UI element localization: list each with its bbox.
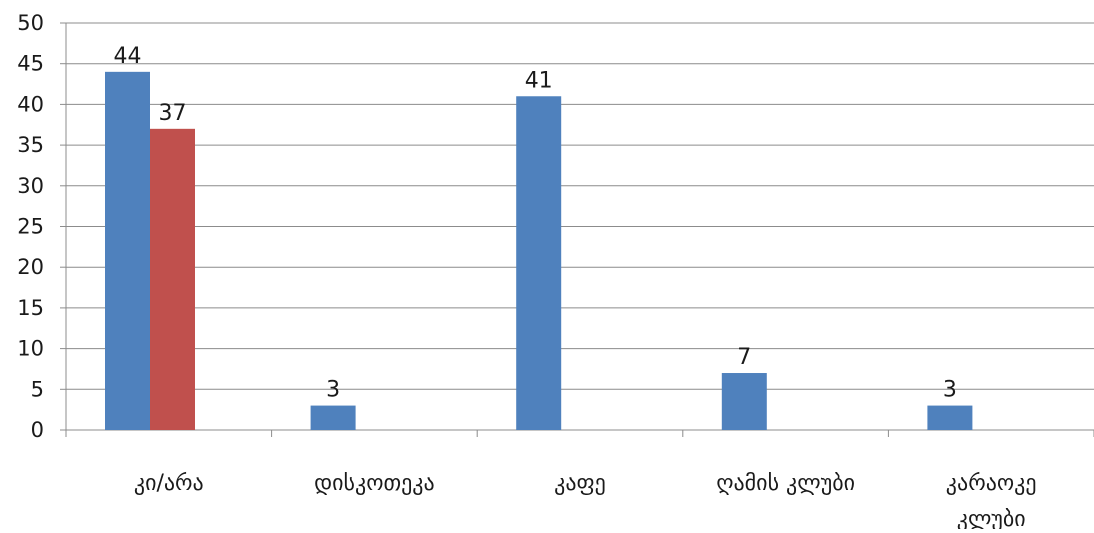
data-label: 37 — [159, 101, 187, 126]
data-label: 7 — [737, 345, 751, 370]
y-tick-label: 30 — [17, 174, 44, 198]
bar — [150, 128, 195, 430]
x-category-label: ღამის კლუბი — [716, 471, 855, 496]
y-tick-label: 15 — [17, 296, 44, 320]
y-tick-label: 10 — [17, 337, 44, 361]
axes — [60, 22, 1094, 437]
bar — [310, 405, 356, 430]
y-tick-label: 50 — [17, 11, 44, 35]
y-tick-label: 20 — [17, 255, 44, 279]
x-category-label: კლუბი — [957, 507, 1026, 529]
y-tick-label: 0 — [31, 418, 44, 442]
x-category-label: დისკოთეკა — [314, 471, 435, 496]
y-tick-label: 45 — [17, 52, 44, 76]
data-label: 44 — [114, 44, 142, 69]
x-category-label: კარაოკე — [946, 471, 1037, 496]
data-label: 3 — [943, 378, 957, 403]
gridlines — [66, 22, 1094, 390]
data-label: 3 — [326, 378, 340, 403]
bar — [105, 71, 150, 430]
tick-labels: 0 5 10 15 20 25 30 35 40 45 50 კი/არა დისკოთეკა კაფე ღ… — [17, 11, 1037, 532]
y-tick-label: 25 — [17, 215, 44, 239]
data-label: 41 — [525, 68, 553, 93]
bar — [516, 96, 562, 430]
y-tick-label: 35 — [17, 133, 44, 157]
x-category-label: კაფე — [554, 471, 606, 496]
y-tick-label: 40 — [17, 92, 44, 116]
data-labels: 44 37 3 41 7 3 — [114, 44, 957, 403]
bars — [105, 71, 973, 430]
y-tick-label: 5 — [31, 377, 44, 401]
bar — [721, 373, 767, 430]
x-category-label: კი/არა — [134, 471, 204, 496]
bar — [927, 405, 973, 430]
